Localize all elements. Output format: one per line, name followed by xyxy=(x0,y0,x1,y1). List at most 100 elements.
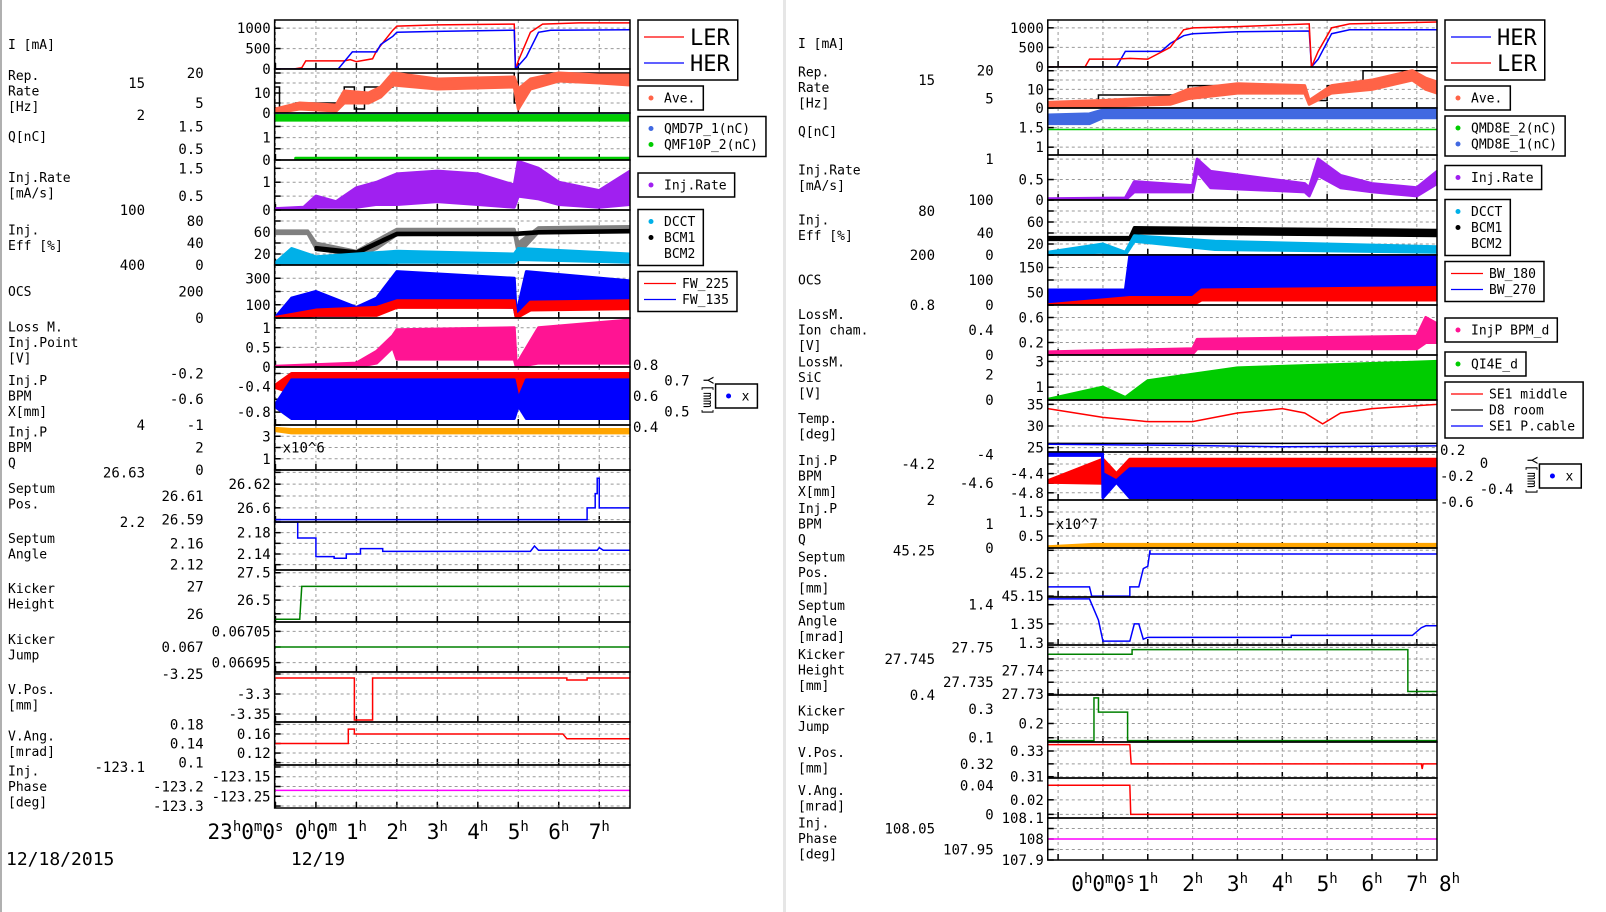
y-axis-label: Q[nC] xyxy=(8,130,47,145)
y-tick-label: 25 xyxy=(1027,441,1044,457)
y-axis-label: [V] xyxy=(8,352,31,367)
y-tick-label: 1.35 xyxy=(1010,617,1044,633)
y-tick-label: 26.62 xyxy=(228,477,270,493)
series-trace-line xyxy=(275,477,630,521)
y-tick-label: 5 xyxy=(195,96,203,112)
panel xyxy=(1047,694,1438,743)
y-axis-label: Rep. xyxy=(798,66,829,81)
series-ler-line xyxy=(275,22,630,69)
series-group xyxy=(1047,550,1437,597)
chart-divider xyxy=(783,0,786,912)
y-axis-label: Kicker xyxy=(8,582,55,597)
series-qmd8e-1-nc-scatter xyxy=(1047,108,1438,126)
y-axis-label: Inj. xyxy=(8,765,39,780)
legend-box xyxy=(714,383,759,409)
y-tick-label: 100 xyxy=(968,193,993,209)
y-tick-label: 500 xyxy=(1018,40,1043,56)
legend-dot-icon xyxy=(1455,125,1461,131)
right-y-tick-label: 0.5 xyxy=(664,405,689,421)
y-tick-label: -0.6 xyxy=(170,392,204,408)
panel: x10^7 xyxy=(1047,499,1438,549)
legend-label: Ave. xyxy=(1471,92,1502,107)
legend: QMD8E_2(nC)QMD8E_1(nC) xyxy=(1444,115,1566,157)
panel xyxy=(1047,399,1438,453)
y-axis-label: Rate xyxy=(798,81,829,96)
series-group xyxy=(1047,226,1438,255)
y-tick-label: 2.16 xyxy=(170,536,204,552)
y-axis-label: [mrad] xyxy=(798,799,845,814)
y-tick-label: 30 xyxy=(1027,419,1044,435)
legend: Ave. xyxy=(637,85,705,111)
y-axis-label: X[mm] xyxy=(8,405,47,420)
y-axis-label: V.Ang. xyxy=(8,729,55,744)
panel xyxy=(1047,199,1438,256)
legend-label: QMD7P_1(nC) xyxy=(664,122,750,137)
y-tick-label: 1 xyxy=(1035,140,1043,156)
legend-label: HER xyxy=(690,52,730,77)
y-tick-label: 2 xyxy=(985,367,993,383)
y-tick-label: 108.1 xyxy=(1002,811,1044,827)
y-tick-label: 45.25 xyxy=(893,543,935,559)
y-tick-label: 400 xyxy=(120,258,145,274)
series-group xyxy=(1047,255,1438,305)
series-group xyxy=(1047,697,1437,742)
series-inj-rate-scatter xyxy=(274,160,630,210)
y-axis-label: BPM xyxy=(798,518,822,533)
legend-label: HER xyxy=(1497,26,1537,51)
y-tick-label: 200 xyxy=(178,285,203,301)
panel xyxy=(273,521,631,571)
y-tick-label: 0.2 xyxy=(1018,716,1043,732)
series-trace-line xyxy=(1047,550,1437,597)
y-tick-label: 2 xyxy=(195,441,203,457)
y-tick-label: -4.8 xyxy=(1010,486,1044,502)
time-tick-label: 3h xyxy=(427,819,448,844)
y-tick-label: 0 xyxy=(1035,60,1043,76)
y-axis-label: BPM xyxy=(8,441,32,456)
legend-label: D8 room xyxy=(1489,404,1544,419)
right-y-tick-label: 0.7 xyxy=(664,374,689,390)
panel xyxy=(1047,644,1438,696)
y-axis-label: Q[nC] xyxy=(798,125,837,140)
series-group xyxy=(274,225,630,265)
legend-box xyxy=(637,270,738,313)
y-tick-label: 2.14 xyxy=(237,547,271,563)
legend-dot-icon xyxy=(1455,141,1461,147)
legend-dot-icon xyxy=(1455,361,1461,367)
y-axis-label: OCS xyxy=(8,285,31,300)
y-axis-label: Q xyxy=(8,457,16,472)
y-tick-label: 0 xyxy=(1035,193,1043,209)
panel xyxy=(1047,547,1438,598)
right-y-axis-label: Y[mm] xyxy=(700,376,715,415)
y-tick-label: 1.5 xyxy=(1018,121,1043,137)
y-tick-label: 0.16 xyxy=(237,727,271,743)
panel xyxy=(273,721,631,766)
series-trace-line xyxy=(275,728,630,745)
y-tick-label: -0.4 xyxy=(237,379,271,395)
y-axis-label: Eff [%] xyxy=(8,239,63,254)
legend-label: BCM2 xyxy=(1471,237,1502,252)
panel xyxy=(273,469,631,523)
time-tick-label: 0h0m0s xyxy=(1071,871,1134,896)
y-tick-label: 0 xyxy=(262,106,270,122)
y-tick-label: -123.15 xyxy=(212,770,271,786)
time-tick-label: 3h xyxy=(1227,871,1248,896)
y-tick-label: -4 xyxy=(977,447,994,463)
y-axis-label: X[mm] xyxy=(798,485,837,500)
y-tick-label: 45.15 xyxy=(1002,589,1044,605)
series-se1-p-cable-line xyxy=(1047,443,1438,448)
y-axis-label: I [mA] xyxy=(798,37,845,52)
y-tick-label: 40 xyxy=(977,226,994,242)
legend: Inj.Rate xyxy=(1444,164,1543,191)
series-group xyxy=(1047,598,1437,642)
time-tick-label: 2h xyxy=(386,819,407,844)
legend-box xyxy=(637,172,736,198)
y-axis-label: Rate xyxy=(8,85,39,100)
y-tick-label: 1000 xyxy=(237,21,271,37)
y-tick-label: 20 xyxy=(977,64,994,80)
y-tick-label: 10 xyxy=(1027,82,1044,98)
series-group xyxy=(275,585,630,621)
y-tick-label: 100 xyxy=(120,203,145,219)
y-tick-label: 80 xyxy=(918,204,935,220)
